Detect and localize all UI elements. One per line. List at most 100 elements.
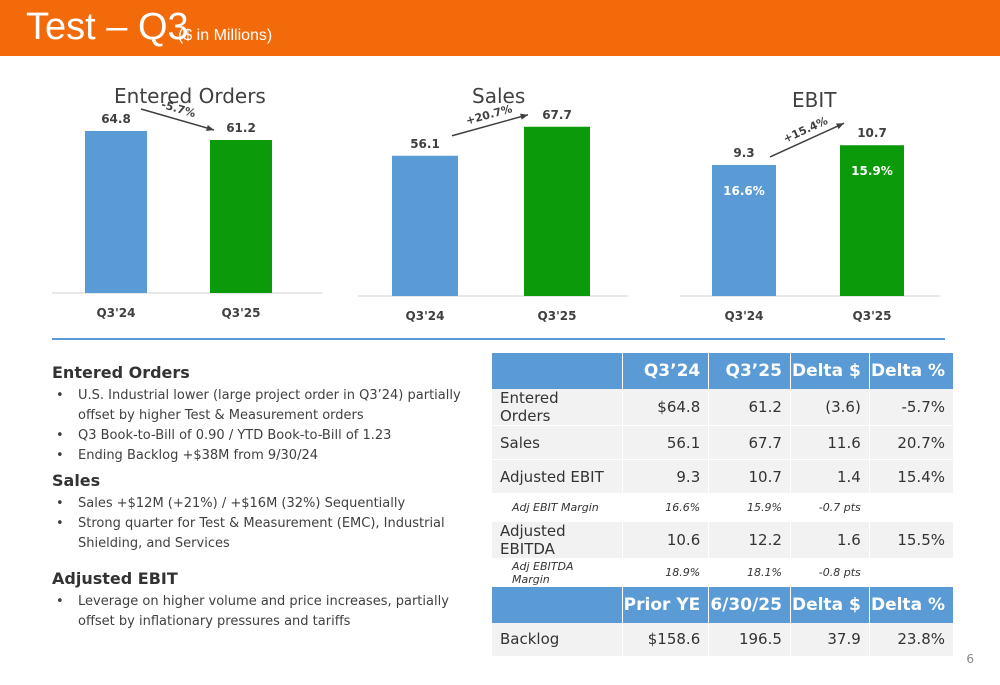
note-bullet: Ending Backlog +$38M from 9/30/24	[52, 446, 472, 466]
table-cell: 1.4	[790, 459, 870, 494]
change-arrow	[451, 114, 529, 137]
table-cell: 12.2	[708, 521, 791, 559]
table-cell: (3.6)	[790, 389, 870, 426]
note-bullet: Sales +$12M (+21%) / +$16M (32%) Sequent…	[52, 494, 472, 514]
change-arrow-head	[520, 113, 528, 120]
x-tick-label: Q3'24	[406, 309, 445, 323]
table-row: Sales 56.1 67.7 11.6 20.7%	[492, 425, 955, 460]
column-header: Delta $	[790, 586, 870, 623]
note-bullet-list: Sales +$12M (+21%) / +$16M (32%) Sequent…	[52, 494, 472, 554]
table-cell: 18.9%	[622, 558, 710, 587]
table-row: Adj EBIT Margin 16.6% 15.9% -0.7 pts	[492, 493, 955, 522]
chart-title: EBIT	[792, 88, 837, 112]
table-cell: -0.8 pts	[790, 558, 870, 587]
table-cell: 10.7	[708, 459, 791, 494]
column-header: Prior YE	[622, 586, 710, 623]
x-tick-label: Q3'25	[538, 309, 577, 323]
row-label: Adj EBITDA Margin	[492, 558, 623, 587]
table-cell: $158.6	[622, 622, 710, 657]
commentary-notes: Entered Orders U.S. Industrial lower (lar…	[52, 362, 472, 636]
table-cell	[869, 493, 955, 522]
table-cell	[869, 558, 955, 587]
note-bullet: U.S. Industrial lower (large project ord…	[52, 386, 472, 426]
table-cell: 16.6%	[622, 493, 710, 522]
note-heading: Sales	[52, 471, 101, 490]
table-cell: 196.5	[708, 622, 791, 657]
table-cell: 15.5%	[869, 521, 955, 559]
chart-title: Sales	[472, 84, 526, 108]
row-label: Adj EBIT Margin	[492, 493, 623, 522]
table-cell: 15.4%	[869, 459, 955, 494]
margin-label: 16.6%	[723, 184, 765, 198]
table-row: Adjusted EBIT 9.3 10.7 1.4 15.4%	[492, 459, 955, 494]
margin-label: 15.9%	[851, 164, 893, 178]
row-label: Sales	[492, 425, 623, 460]
row-label: Adjusted EBITDA	[492, 521, 623, 559]
title-banner: Test – Q3 ($ in Millions)	[0, 0, 1000, 56]
table-cell: 18.1%	[708, 558, 791, 587]
row-label: Backlog	[492, 622, 623, 657]
bar-Q324	[85, 131, 147, 293]
section-divider	[52, 338, 945, 340]
sales-chart: Sales 56.1 Q3'24 67.7 Q3'25 +20.7%	[358, 80, 628, 330]
table-cell: 56.1	[622, 425, 710, 460]
data-label: 64.8	[101, 112, 131, 126]
column-header: Delta %	[869, 586, 955, 623]
table-cell: -5.7%	[869, 389, 955, 426]
x-tick-label: Q3'24	[97, 306, 136, 320]
note-bullet: Q3 Book-to-Bill of 0.90 / YTD Book-to-Bi…	[52, 426, 472, 446]
table-row: Adj EBITDA Margin 18.9% 18.1% -0.8 pts	[492, 558, 955, 587]
column-header: 6/30/25	[708, 586, 791, 623]
change-arrow-head	[836, 123, 844, 130]
bar-Q325	[210, 140, 272, 293]
change-arrow	[769, 122, 845, 158]
table-row: Backlog $158.6 196.5 37.9 23.8%	[492, 622, 955, 657]
change-label: +20.7%	[464, 102, 513, 127]
table-cell: $64.8	[622, 389, 710, 426]
column-header: Q3’24	[622, 353, 710, 389]
x-tick-label: Q3'25	[222, 306, 261, 320]
table-cell: 23.8%	[869, 622, 955, 657]
table-header-row: Prior YE 6/30/25 Delta $ Delta %	[492, 586, 955, 623]
table-cell: 9.3	[622, 459, 710, 494]
page-number: 6	[966, 652, 974, 666]
table-row: Adjusted EBITDA 10.6 12.2 1.6 15.5%	[492, 521, 955, 559]
entered-orders-chart: Entered Orders 64.8 Q3'24 61.2 Q3'25 -5.7%	[52, 80, 322, 330]
data-label: 61.2	[226, 121, 256, 135]
table-row: Entered Orders $64.8 61.2 (3.6) -5.7%	[492, 389, 955, 426]
chart-title: Entered Orders	[114, 84, 266, 108]
table-cell: 15.9%	[708, 493, 791, 522]
data-label: 9.3	[733, 146, 754, 160]
column-header: Delta $	[790, 353, 870, 389]
table-cell: 20.7%	[869, 425, 955, 460]
row-label: Adjusted EBIT	[492, 459, 623, 494]
note-heading: Adjusted EBIT	[52, 569, 178, 588]
note-bullet-list: Leverage on higher volume and price incr…	[52, 592, 472, 632]
financial-summary-table: Q3’24 Q3’25 Delta $ Delta % Entered Orders $6…	[492, 353, 955, 657]
column-header	[492, 586, 623, 623]
table-cell: 11.6	[790, 425, 870, 460]
bar-Q324	[712, 164, 776, 296]
bar-Q325	[524, 126, 590, 296]
table-header-row: Q3’24 Q3’25 Delta $ Delta %	[492, 353, 955, 389]
data-label: 67.7	[542, 108, 572, 122]
change-arrow	[140, 108, 215, 131]
table-cell: 1.6	[790, 521, 870, 559]
table-cell: 61.2	[708, 389, 791, 426]
slide-subtitle: ($ in Millions)	[178, 27, 273, 44]
x-tick-label: Q3'24	[725, 309, 764, 323]
column-header: Q3’25	[708, 353, 791, 389]
bar-Q324	[392, 155, 458, 296]
column-header: Delta %	[869, 353, 955, 389]
table-cell: 10.6	[622, 521, 710, 559]
note-bullet: Leverage on higher volume and price incr…	[52, 592, 472, 632]
change-arrow-head	[206, 124, 214, 131]
row-label: Entered Orders	[492, 389, 623, 426]
note-bullet: Strong quarter for Test & Measurement (E…	[52, 514, 472, 554]
note-heading: Entered Orders	[52, 363, 190, 382]
table-cell: 67.7	[708, 425, 791, 460]
note-bullet-list: U.S. Industrial lower (large project ord…	[52, 386, 472, 466]
change-label: -5.7%	[160, 98, 197, 120]
column-header	[492, 353, 623, 389]
bar-Q325	[840, 145, 904, 296]
